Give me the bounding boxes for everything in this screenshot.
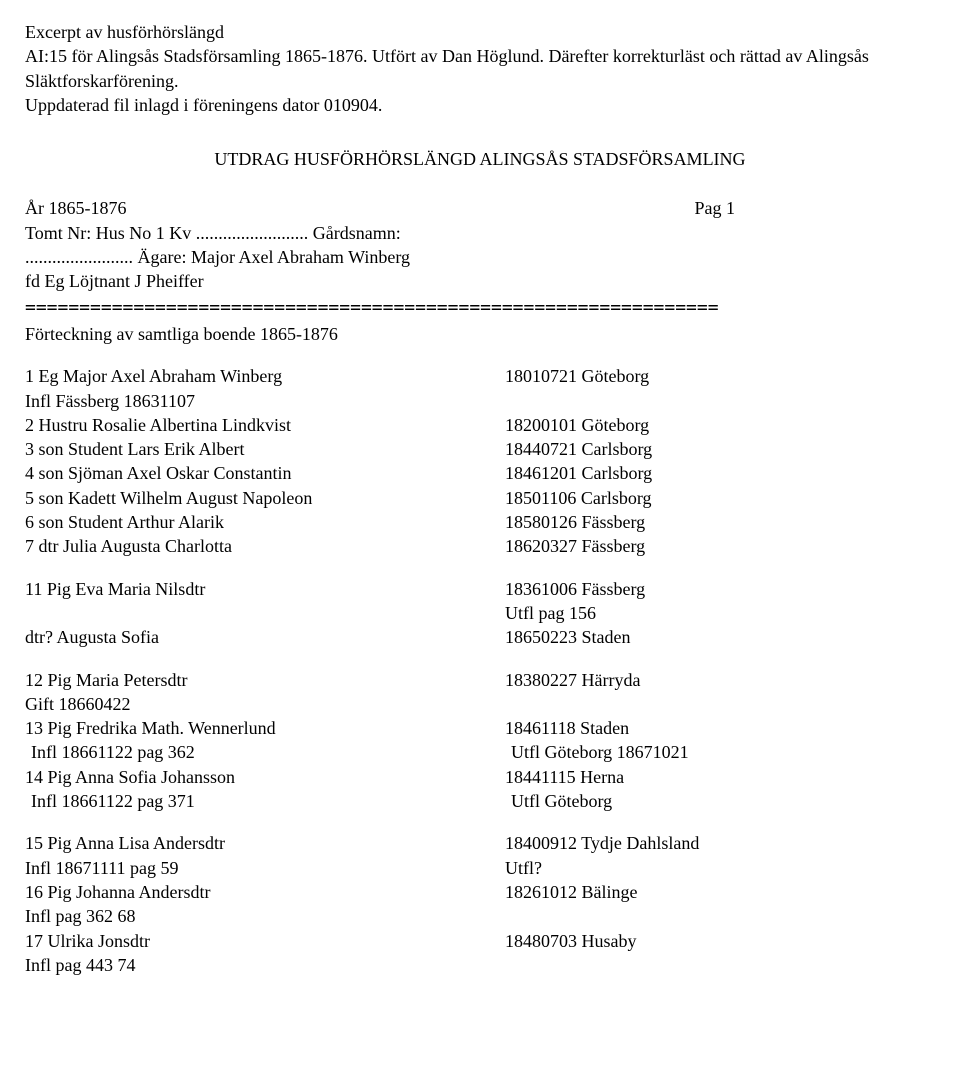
listing-cell-name: 7 dtr Julia Augusta Charlotta <box>25 534 505 558</box>
listing-row: Infl pag 362 68 <box>25 904 935 928</box>
listing-cell-detail: 18010721 Göteborg <box>505 364 935 388</box>
listing-row: Utfl pag 156 <box>25 601 935 625</box>
listing-row: 14 Pig Anna Sofia Johansson18441115 Hern… <box>25 765 935 789</box>
listing-cell-detail <box>505 389 935 413</box>
listing-cell-detail: Utfl Göteborg 18671021 <box>511 740 935 764</box>
listing-row: 16 Pig Johanna Andersdtr18261012 Bälinge <box>25 880 935 904</box>
listing-cell-detail: Utfl pag 156 <box>505 601 935 625</box>
listing-cell-name: 17 Ulrika Jonsdtr <box>25 929 505 953</box>
listing-cell-name: 11 Pig Eva Maria Nilsdtr <box>25 577 505 601</box>
listing-cell-name: Infl 18671111 pag 59 <box>25 856 505 880</box>
meta-fd: fd Eg Löjtnant J Pheiffer <box>25 269 935 293</box>
listing-label: Förteckning av samtliga boende 1865-1876 <box>25 322 935 346</box>
listing-cell-detail: 18480703 Husaby <box>505 929 935 953</box>
listing-row: 17 Ulrika Jonsdtr18480703 Husaby <box>25 929 935 953</box>
listing-row: 1 Eg Major Axel Abraham Winberg18010721 … <box>25 364 935 388</box>
listing-row: Infl 18661122 pag 371Utfl Göteborg <box>25 789 935 813</box>
listing-row: Infl 18671111 pag 59Utfl? <box>25 856 935 880</box>
listing-cell-detail <box>505 692 935 716</box>
meta-year-pag: År 1865-1876 Pag 1 <box>25 196 935 220</box>
listing-cell-name: Gift 18660422 <box>25 692 505 716</box>
listing-cell-name: 15 Pig Anna Lisa Andersdtr <box>25 831 505 855</box>
listing-row: Infl Fässberg 18631107 <box>25 389 935 413</box>
listing-cell-detail <box>505 904 935 928</box>
listing-row: 3 son Student Lars Erik Albert18440721 C… <box>25 437 935 461</box>
listing-cell-detail: Utfl? <box>505 856 935 880</box>
meta-owner: ........................ Ägare: Major Ax… <box>25 245 935 269</box>
listing-group-3: 12 Pig Maria Petersdtr18380227 HärrydaGi… <box>25 668 935 814</box>
listing-cell-detail: 18200101 Göteborg <box>505 413 935 437</box>
header-line-3: Uppdaterad fil inlagd i föreningens dato… <box>25 93 935 117</box>
listing-cell-name: 5 son Kadett Wilhelm August Napoleon <box>25 486 505 510</box>
listing-cell-detail: 18440721 Carlsborg <box>505 437 935 461</box>
listing-cell-name: 16 Pig Johanna Andersdtr <box>25 880 505 904</box>
listing-group-1: 1 Eg Major Axel Abraham Winberg18010721 … <box>25 364 935 558</box>
meta-pag: Pag 1 <box>695 196 936 220</box>
listing-cell-name: Infl Fässberg 18631107 <box>25 389 505 413</box>
listing-cell-detail: 18380227 Härryda <box>505 668 935 692</box>
listing-row: 2 Hustru Rosalie Albertina Lindkvist1820… <box>25 413 935 437</box>
listing-cell-detail: 18441115 Herna <box>505 765 935 789</box>
meta-tomt: Tomt Nr: Hus No 1 Kv ...................… <box>25 221 935 245</box>
document-header: Excerpt av husförhörslängd AI:15 för Ali… <box>25 20 935 117</box>
listing-cell-name: Infl pag 362 68 <box>25 904 505 928</box>
listing-cell-detail: 18261012 Bälinge <box>505 880 935 904</box>
listing-row: 5 son Kadett Wilhelm August Napoleon1850… <box>25 486 935 510</box>
listing-cell-name: Infl 18661122 pag 362 <box>25 740 511 764</box>
listing-row: 12 Pig Maria Petersdtr18380227 Härryda <box>25 668 935 692</box>
listing-row: 6 son Student Arthur Alarik18580126 Fäss… <box>25 510 935 534</box>
listing-row: 15 Pig Anna Lisa Andersdtr18400912 Tydje… <box>25 831 935 855</box>
header-line-2: AI:15 för Alingsås Stadsförsamling 1865-… <box>25 44 935 93</box>
listing-cell-name: 2 Hustru Rosalie Albertina Lindkvist <box>25 413 505 437</box>
listing-cell-detail: Utfl Göteborg <box>511 789 935 813</box>
listing-cell-detail: 18620327 Fässberg <box>505 534 935 558</box>
listing-row: Infl 18661122 pag 362Utfl Göteborg 18671… <box>25 740 935 764</box>
listing-cell-name: Infl pag 443 74 <box>25 953 505 977</box>
listing-cell-name: 3 son Student Lars Erik Albert <box>25 437 505 461</box>
listing-cell-name: 6 son Student Arthur Alarik <box>25 510 505 534</box>
listing-row: Infl pag 443 74 <box>25 953 935 977</box>
listing-row: dtr? Augusta Sofia18650223 Staden <box>25 625 935 649</box>
listing-cell-detail: 18461118 Staden <box>505 716 935 740</box>
listing-cell-detail: 18400912 Tydje Dahlsland <box>505 831 935 855</box>
listing-cell-name: Infl 18661122 pag 371 <box>25 789 511 813</box>
meta-year: År 1865-1876 <box>25 196 127 220</box>
listing-row: Gift 18660422 <box>25 692 935 716</box>
listing-cell-detail: 18361006 Fässberg <box>505 577 935 601</box>
listing-cell-name: dtr? Augusta Sofia <box>25 625 505 649</box>
listing-cell-detail <box>505 953 935 977</box>
listing-cell-detail: 18461201 Carlsborg <box>505 461 935 485</box>
listing-row: 13 Pig Fredrika Math. Wennerlund18461118… <box>25 716 935 740</box>
listing-cell-name: 12 Pig Maria Petersdtr <box>25 668 505 692</box>
listing-row: 7 dtr Julia Augusta Charlotta18620327 Fä… <box>25 534 935 558</box>
meta-block: År 1865-1876 Pag 1 Tomt Nr: Hus No 1 Kv … <box>25 196 935 293</box>
listing-cell-name: 14 Pig Anna Sofia Johansson <box>25 765 505 789</box>
listing-cell-detail: 18650223 Staden <box>505 625 935 649</box>
listing-row: 4 son Sjöman Axel Oskar Constantin184612… <box>25 461 935 485</box>
listing-cell-name: 1 Eg Major Axel Abraham Winberg <box>25 364 505 388</box>
document-title: UTDRAG HUSFÖRHÖRSLÄNGD ALINGSÅS STADSFÖR… <box>25 147 935 171</box>
listing-group-2: 11 Pig Eva Maria Nilsdtr18361006 Fässber… <box>25 577 935 650</box>
listing-cell-name: 4 son Sjöman Axel Oskar Constantin <box>25 461 505 485</box>
listing-row: 11 Pig Eva Maria Nilsdtr18361006 Fässber… <box>25 577 935 601</box>
listing-cell-detail: 18580126 Fässberg <box>505 510 935 534</box>
listing-group-4: 15 Pig Anna Lisa Andersdtr18400912 Tydje… <box>25 831 935 977</box>
listing-cell-name: 13 Pig Fredrika Math. Wennerlund <box>25 716 505 740</box>
divider-line: ========================================… <box>25 296 935 320</box>
listing-cell-name <box>25 601 505 625</box>
listing-cell-detail: 18501106 Carlsborg <box>505 486 935 510</box>
header-line-1: Excerpt av husförhörslängd <box>25 20 935 44</box>
